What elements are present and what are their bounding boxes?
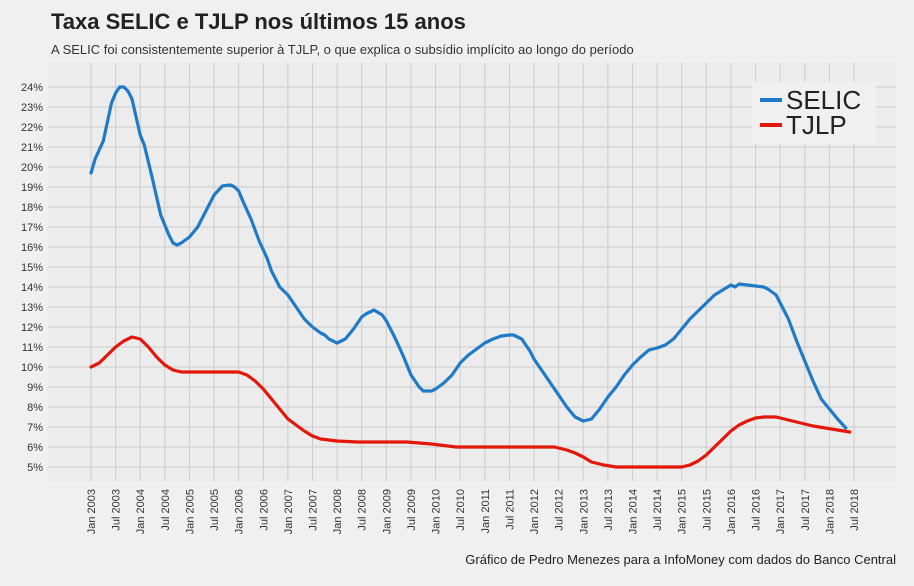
x-tick-label: Jan 2015 <box>677 489 689 534</box>
x-tick-label: Jul 2009 <box>406 489 418 531</box>
legend-background <box>752 82 876 144</box>
x-tick-label: Jan 2013 <box>578 489 590 534</box>
x-tick-label: Jan 2004 <box>135 489 147 534</box>
chart-title: Taxa SELIC e TJLP nos últimos 15 anos <box>51 9 466 34</box>
x-tick-label: Jan 2018 <box>824 489 836 534</box>
y-tick-label: 13% <box>21 302 43 314</box>
y-axis-labels: 5% 6% 7% 8% 9% 10% 11% 12% 13% 14% 15% 16% 17% 18% 19%… <box>21 82 43 474</box>
x-grid <box>90 63 855 481</box>
y-tick-label: 15% <box>21 262 43 274</box>
y-tick-label: 24% <box>21 82 43 94</box>
x-tick-label: Jul 2013 <box>603 489 615 531</box>
legend-label-selic: SELIC <box>786 85 861 115</box>
x-tick-label: Jan 2006 <box>234 489 246 534</box>
y-tick-label: 6% <box>27 442 43 454</box>
x-tick-label: Jul 2016 <box>751 489 763 531</box>
x-tick-label: Jan 2005 <box>184 489 196 534</box>
x-tick-label: Jul 2017 <box>800 489 812 531</box>
x-tick-label: Jul 2011 <box>504 489 516 530</box>
y-tick-label: 8% <box>27 402 43 414</box>
chart-caption: Gráfico de Pedro Menezes para a InfoMone… <box>465 552 896 567</box>
legend-label-tjlp: TJLP <box>786 110 847 140</box>
x-tick-label: Jan 2007 <box>283 489 295 534</box>
y-tick-label: 12% <box>21 322 43 334</box>
x-tick-label: Jan 2017 <box>775 489 787 534</box>
y-tick-label: 22% <box>21 122 43 134</box>
x-tick-label: Jan 2008 <box>332 489 344 534</box>
y-tick-label: 5% <box>27 462 43 474</box>
y-tick-label: 17% <box>21 222 43 234</box>
legend: SELIC TJLP <box>752 82 876 144</box>
x-tick-label: Jul 2007 <box>308 489 320 531</box>
x-tick-label: Jul 2004 <box>160 489 172 531</box>
series-line-selic <box>89 85 848 430</box>
y-tick-label: 14% <box>21 282 43 294</box>
x-tick-label: Jul 2018 <box>849 489 861 531</box>
series-lines <box>89 85 852 469</box>
x-tick-label: Jul 2015 <box>701 489 713 531</box>
y-tick-label: 18% <box>21 202 43 214</box>
y-tick-label: 21% <box>21 142 43 154</box>
y-tick-label: 16% <box>21 242 43 254</box>
x-tick-label: Jan 2009 <box>381 489 393 534</box>
x-tick-label: Jan 2011 <box>480 489 492 533</box>
y-tick-label: 23% <box>21 102 43 114</box>
x-tick-label: Jul 2005 <box>209 489 221 531</box>
x-axis-labels: Jan 2003 Jul 2003 Jan 2004 Jul 2004 Jan 2005… <box>86 489 861 534</box>
x-tick-label: Jan 2012 <box>529 489 541 534</box>
y-tick-label: 10% <box>21 362 43 374</box>
x-tick-label: Jul 2006 <box>258 489 270 531</box>
series-line-tjlp <box>89 335 852 469</box>
x-tick-label: Jan 2010 <box>431 489 443 534</box>
y-tick-label: 11% <box>22 342 43 354</box>
y-tick-label: 19% <box>21 182 43 194</box>
chart-subtitle: A SELIC foi consistentemente superior à … <box>51 42 634 57</box>
x-tick-label: Jul 2014 <box>652 489 664 531</box>
y-tick-label: 9% <box>27 382 43 394</box>
y-tick-label: 7% <box>27 422 43 434</box>
x-tick-label: Jul 2003 <box>111 489 123 531</box>
x-tick-label: Jul 2012 <box>554 489 566 531</box>
x-tick-label: Jan 2016 <box>726 489 738 534</box>
x-tick-label: Jul 2008 <box>357 489 369 531</box>
x-tick-label: Jul 2010 <box>455 489 467 531</box>
y-tick-label: 20% <box>21 162 43 174</box>
x-tick-label: Jan 2014 <box>627 489 639 534</box>
x-tick-label: Jan 2003 <box>86 489 98 534</box>
